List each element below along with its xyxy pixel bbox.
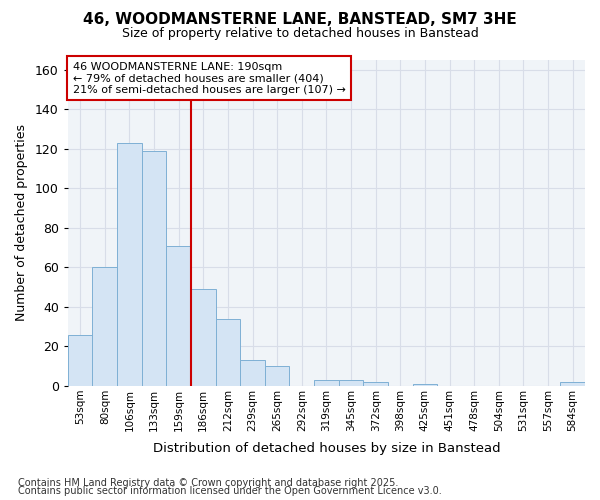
Text: Contains public sector information licensed under the Open Government Licence v3: Contains public sector information licen… [18,486,442,496]
Bar [191,289,215,386]
Text: Size of property relative to detached houses in Banstead: Size of property relative to detached ho… [122,28,478,40]
Bar [92,268,117,386]
Text: Contains HM Land Registry data © Crown copyright and database right 2025.: Contains HM Land Registry data © Crown c… [18,478,398,488]
Bar [215,319,240,386]
Bar [142,151,166,386]
Bar [166,246,191,386]
Text: 46, WOODMANSTERNE LANE, BANSTEAD, SM7 3HE: 46, WOODMANSTERNE LANE, BANSTEAD, SM7 3H… [83,12,517,28]
Bar [560,382,585,386]
Bar [240,360,265,386]
Bar [314,380,339,386]
Bar [413,384,437,386]
Bar [117,143,142,386]
X-axis label: Distribution of detached houses by size in Banstead: Distribution of detached houses by size … [152,442,500,455]
Bar [364,382,388,386]
Bar [68,334,92,386]
Bar [339,380,364,386]
Y-axis label: Number of detached properties: Number of detached properties [15,124,28,322]
Bar [265,366,289,386]
Text: 46 WOODMANSTERNE LANE: 190sqm
← 79% of detached houses are smaller (404)
21% of : 46 WOODMANSTERNE LANE: 190sqm ← 79% of d… [73,62,346,95]
